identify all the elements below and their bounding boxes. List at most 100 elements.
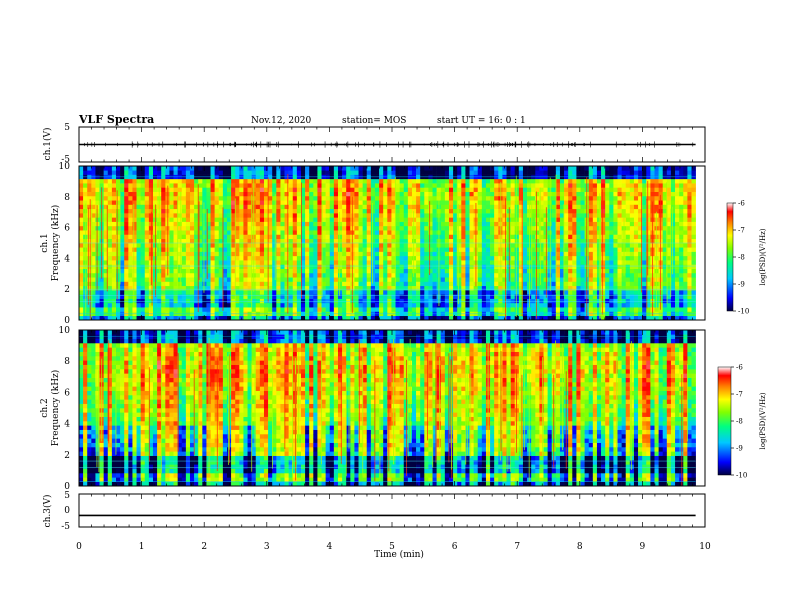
- spectrogram-cell: [617, 277, 622, 282]
- spectrogram-cell: [95, 290, 100, 295]
- spectrogram-cell: [235, 277, 240, 282]
- spectrogram-cell: [453, 187, 458, 192]
- spectrogram-cell: [403, 238, 409, 244]
- spectrogram-cell: [120, 247, 125, 252]
- spectrogram-cell: [564, 195, 569, 201]
- spectrogram-cell: [605, 307, 610, 312]
- spectrogram-cell: [596, 204, 602, 210]
- spectrogram-cell: [461, 178, 466, 184]
- spectrogram-cell: [432, 170, 437, 175]
- spectrogram-cell: [510, 294, 516, 299]
- spectrogram-cell: [95, 204, 100, 210]
- spectrogram-cell: [580, 200, 585, 205]
- spectrogram-cell: [428, 307, 433, 312]
- spectrogram-cell: [387, 195, 392, 201]
- spectrogram-cell: [206, 247, 211, 252]
- spectrogram-cell: [116, 225, 121, 231]
- spectrogram-cell: [383, 200, 388, 205]
- spectrogram-cell: [403, 170, 409, 175]
- spectrogram-cell: [481, 213, 487, 218]
- spectrogram-cell: [255, 170, 261, 175]
- spectrogram-cell: [280, 213, 285, 218]
- spectrogram-cell: [605, 281, 610, 287]
- spectrogram-cell: [325, 243, 331, 248]
- spectrogram-cell: [592, 247, 598, 252]
- spectrogram-cell: [559, 247, 565, 252]
- spectrogram-cell: [506, 268, 511, 274]
- spectrogram-cell: [202, 272, 207, 278]
- spectrogram-cell: [428, 251, 433, 257]
- spectrogram-cell: [383, 255, 388, 261]
- spectrogram-cell: [592, 225, 598, 231]
- spectrogram-cell: [477, 187, 483, 192]
- spectrogram-cell: [173, 225, 178, 231]
- spectrogram-cell: [383, 290, 388, 295]
- spectrogram-cell: [337, 208, 343, 214]
- spectrogram-cell: [342, 302, 347, 308]
- spectrogram-cell: [185, 204, 191, 210]
- spectrogram-cell: [247, 170, 252, 175]
- spectrogram-cell: [305, 234, 310, 240]
- spectrogram-cell: [358, 281, 363, 287]
- spectrogram-cell: [506, 225, 511, 231]
- spectrogram-cell: [490, 208, 495, 214]
- spectrogram-cell: [140, 191, 146, 197]
- spectrogram-cell: [457, 178, 462, 184]
- spectrogram-cell: [605, 251, 610, 257]
- spectrogram-cell: [202, 255, 207, 261]
- spectrogram-cell: [580, 221, 585, 227]
- spectrogram-cell: [263, 204, 269, 210]
- spectrogram-cell: [428, 178, 433, 184]
- spectrogram-cell: [255, 290, 261, 295]
- spectrogram-cell: [157, 290, 162, 295]
- spectrogram-cell: [411, 268, 417, 274]
- spectrogram-cell: [218, 302, 224, 308]
- spectrogram-cell: [568, 204, 573, 210]
- spectrogram-cell: [276, 191, 281, 197]
- spectrogram-cell: [383, 260, 388, 265]
- spectrogram-cell: [354, 302, 359, 308]
- spectrogram-cell: [354, 225, 359, 231]
- spectrogram-cell: [103, 290, 109, 295]
- spectrogram-cell: [272, 272, 277, 278]
- spectrogram-cell: [276, 264, 281, 269]
- spectrogram-cell: [407, 170, 413, 175]
- spectrogram-cell: [379, 183, 384, 188]
- spectrogram-cell: [202, 277, 207, 282]
- spectrogram-cell: [358, 247, 363, 252]
- spectrogram-cell: [152, 191, 158, 197]
- spectrogram-cell: [613, 183, 618, 188]
- spectrogram-cell: [559, 225, 565, 231]
- spectrogram-cell: [399, 277, 405, 282]
- spectrogram-cell: [481, 243, 487, 248]
- spectrogram-cell: [498, 178, 503, 184]
- spectrogram-cell: [177, 247, 183, 252]
- spectrogram-cell: [510, 277, 516, 282]
- spectrogram-cell: [576, 294, 581, 299]
- spectrogram-cell: [214, 191, 220, 197]
- spectrogram-cell: [157, 285, 162, 291]
- spectrogram-cell: [107, 277, 113, 282]
- spectrogram-cell: [485, 294, 491, 299]
- spectrogram-cell: [313, 234, 318, 240]
- spectrogram-cell: [272, 277, 277, 282]
- spectrogram-cell: [411, 217, 417, 222]
- spectrogram-cell: [601, 200, 606, 205]
- spectrogram-cell: [564, 243, 569, 248]
- spectrogram-cell: [87, 268, 92, 274]
- spectrogram-cell: [358, 285, 363, 291]
- spectrogram-cell: [399, 221, 405, 227]
- spectrogram-cell: [95, 251, 100, 257]
- spectrogram-cell: [194, 191, 199, 197]
- spectrogram-cell: [169, 281, 174, 287]
- spectrogram-cell: [144, 290, 150, 295]
- spectrogram-cell: [531, 183, 536, 188]
- spectrogram-cell: [132, 213, 137, 218]
- spectrogram-cell: [148, 298, 154, 304]
- spectrogram-cell: [535, 255, 540, 261]
- spectrogram-cell: [477, 281, 483, 287]
- spectrogram-cell: [128, 204, 133, 210]
- spectrogram-cell: [477, 247, 483, 252]
- spectrogram-cell: [502, 260, 507, 265]
- spectrogram-cell: [140, 260, 146, 265]
